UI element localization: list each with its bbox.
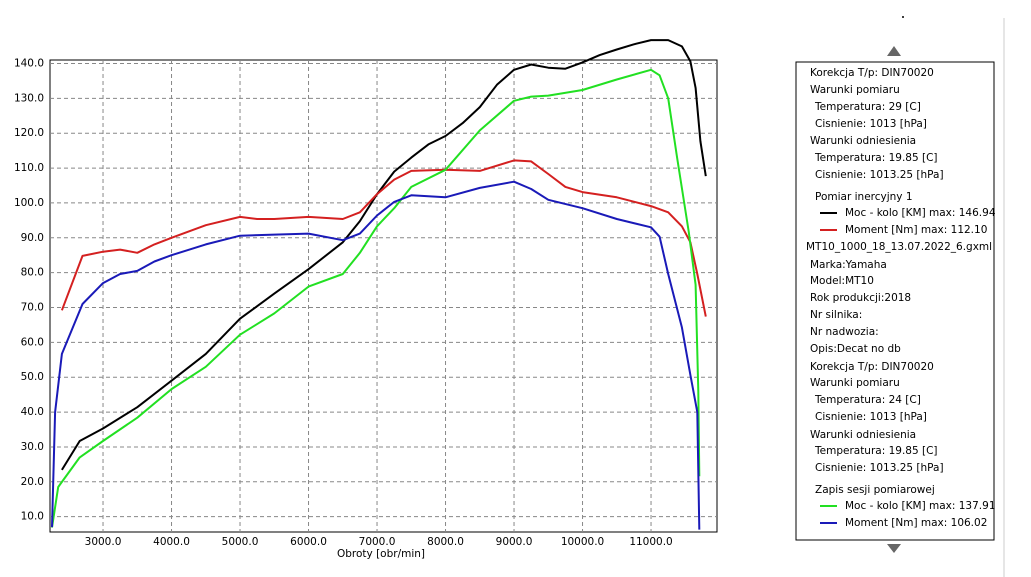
panel-line: Cisnienie: 1013 [hPa] <box>815 411 927 423</box>
scroll-down[interactable] <box>887 544 901 553</box>
y-tick-label: 130.0 <box>14 92 44 104</box>
y-tick-label: 70.0 <box>21 302 44 314</box>
panel-line: Zapis sesji pomiarowej <box>815 484 935 496</box>
panel-line: Temperatura: 24 [C] <box>814 394 921 406</box>
panel-line: Korekcja T/p: DIN70020 <box>810 361 934 373</box>
panel-line: Cisnienie: 1013.25 [hPa] <box>815 462 944 474</box>
y-tick-label: 80.0 <box>21 267 44 279</box>
panel-line: Warunki odniesienia <box>810 135 916 147</box>
x-tick-label: 9000.0 <box>496 536 533 548</box>
x-tick-label: 7000.0 <box>359 536 396 548</box>
panel-line: Nr nadwozia: <box>810 326 879 338</box>
panel-line: Temperatura: 29 [C] <box>814 101 921 113</box>
legend-label: Moment [Nm] max: 106.02 <box>845 517 987 529</box>
panel-line: MT10_1000_18_13.07.2022_6.gxml <box>806 241 992 253</box>
y-tick-label: 50.0 <box>21 371 44 383</box>
y-tick-label: 10.0 <box>21 511 44 523</box>
line <box>60 159 707 317</box>
y-tick-label: 20.0 <box>21 476 44 488</box>
x-tick-label: 11000.0 <box>629 536 672 548</box>
panel-line: Rok produkcji:2018 <box>810 292 911 304</box>
line <box>51 180 701 530</box>
scroll-up[interactable] <box>887 46 901 56</box>
panel-line: Temperatura: 19.85 [C] <box>814 445 938 457</box>
panel-line: Cisnienie: 1013.25 [hPa] <box>815 169 944 181</box>
panel-line: Korekcja T/p: DIN70020 <box>810 67 934 79</box>
x-tick-label: 4000.0 <box>153 536 190 548</box>
legend-label: Moment [Nm] max: 112.10 <box>845 224 987 236</box>
panel-line: Marka:Yamaha <box>810 259 887 271</box>
x-tick-label: 3000.0 <box>85 536 122 548</box>
y-tick-label: 100.0 <box>14 197 44 209</box>
line <box>61 39 707 471</box>
panel-line: Warunki pomiaru <box>810 377 900 389</box>
dot <box>902 16 904 18</box>
legend-label: Moc - kolo [KM] max: 146.94 <box>845 207 996 219</box>
legend-label: Moc - kolo [KM] max: 137.91 <box>845 500 996 512</box>
panel-line: Nr silnika: <box>810 309 862 321</box>
y-tick-label: 110.0 <box>14 162 44 174</box>
panel-line: Warunki odniesienia <box>810 429 916 441</box>
x-tick-label: 10000.0 <box>561 536 604 548</box>
line <box>51 68 701 528</box>
y-tick-label: 60.0 <box>21 336 44 348</box>
panel-line: Pomiar inercyjny 1 <box>815 191 913 203</box>
y-tick-label: 140.0 <box>14 57 44 69</box>
panel-line: Cisnienie: 1013 [hPa] <box>815 118 927 130</box>
x-tick-label: 5000.0 <box>222 536 259 548</box>
panel-line: Opis:Decat no db <box>810 343 901 355</box>
x-tick-label: 6000.0 <box>290 536 327 548</box>
y-tick-label: 30.0 <box>21 441 44 453</box>
panel-line: Temperatura: 19.85 [C] <box>814 152 938 164</box>
y-tick-label: 90.0 <box>21 232 44 244</box>
panel-line: Warunki pomiaru <box>810 84 900 96</box>
plot-area <box>49 59 718 533</box>
panel-line: Model:MT10 <box>810 275 874 287</box>
y-tick-label: 120.0 <box>14 127 44 139</box>
y-tick-label: 40.0 <box>21 406 44 418</box>
x-axis-label: Obroty [obr/min] <box>337 548 425 560</box>
x-tick-label: 8000.0 <box>427 536 464 548</box>
info-panel <box>795 61 995 541</box>
